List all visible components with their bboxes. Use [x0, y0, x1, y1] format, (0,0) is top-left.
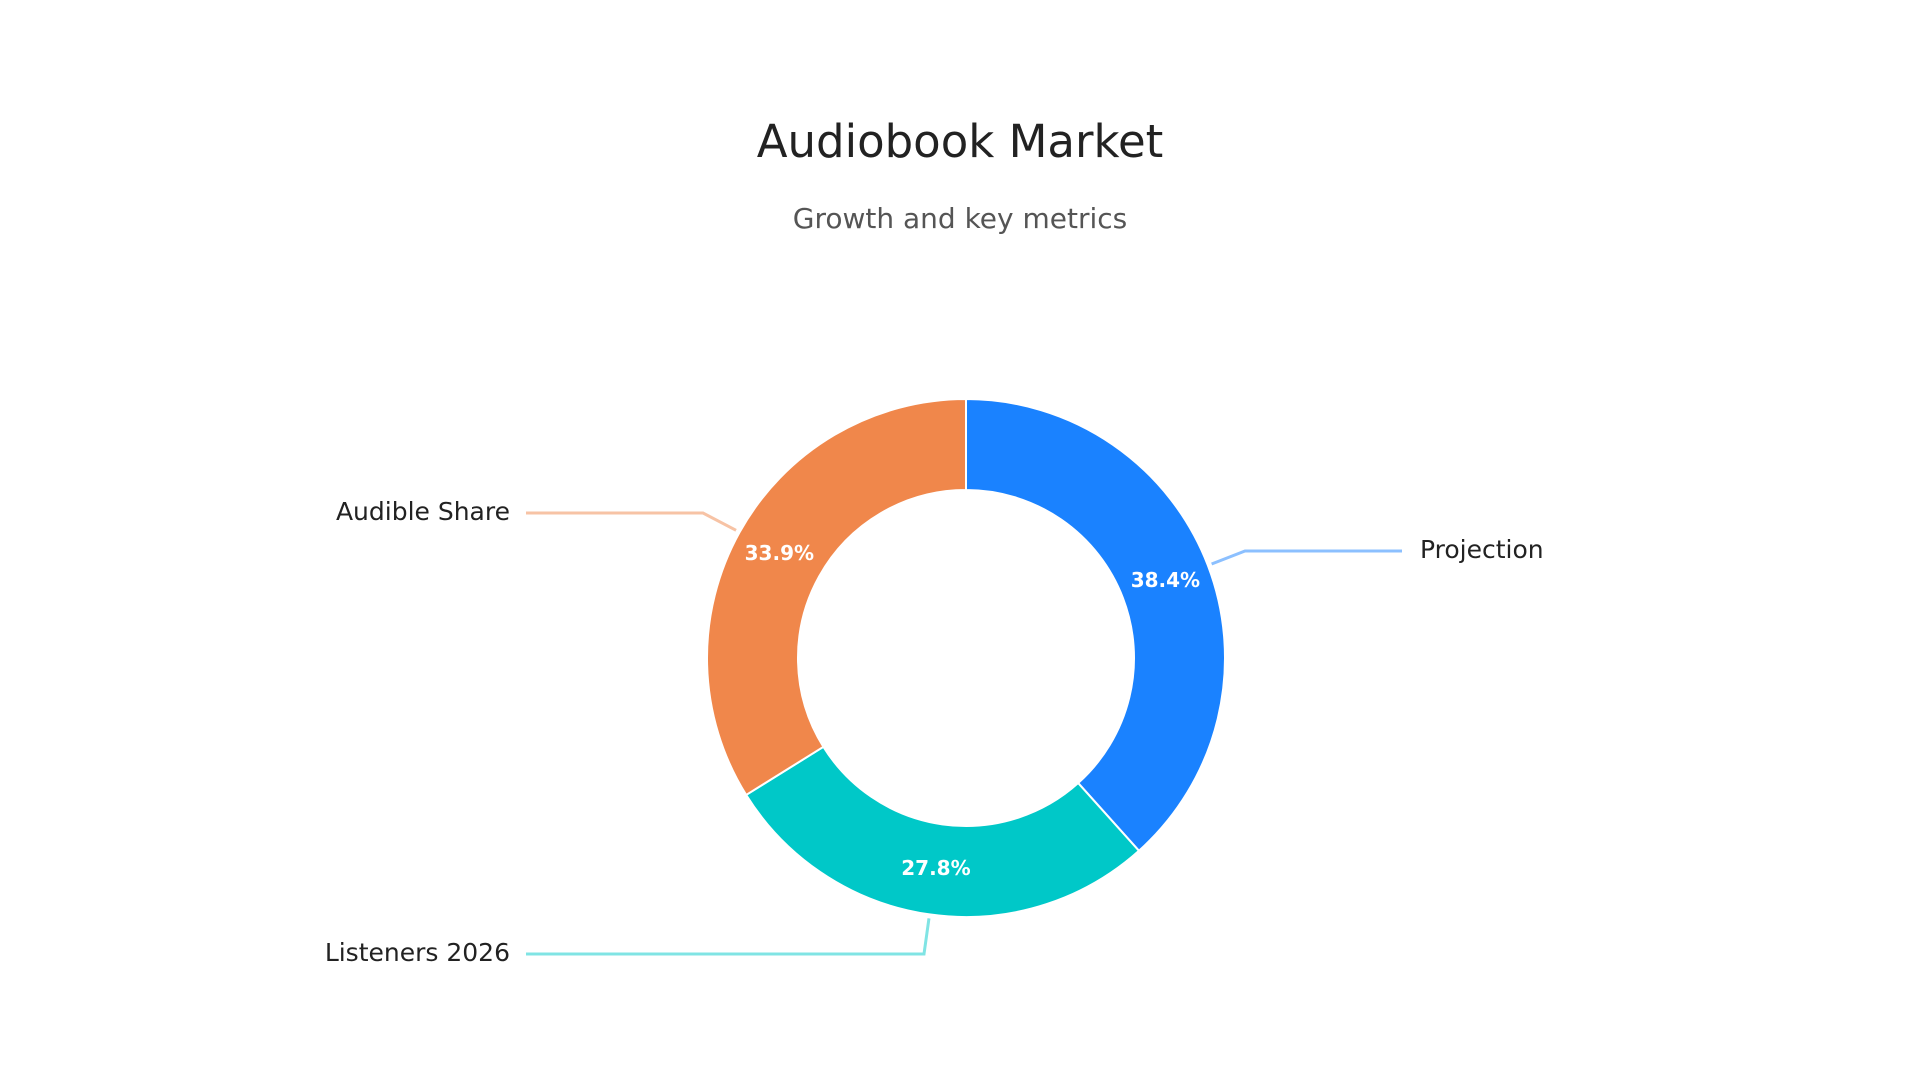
chart-subtitle: Growth and key metrics [792, 202, 1128, 235]
slice-category-label: Projection [1420, 535, 1544, 564]
donut-slice [744, 745, 1141, 918]
donut-slice [706, 397, 967, 797]
slice-category-label: Audible Share [336, 497, 510, 526]
leader-line [526, 511, 737, 532]
leader-line [526, 918, 931, 956]
leader-line [1211, 549, 1402, 566]
slice-value-label: 33.9% [745, 541, 814, 565]
donut-slice [965, 397, 1226, 853]
slice-category-label: Listeners 2026 [325, 938, 510, 967]
slice-value-label: 38.4% [1131, 568, 1200, 592]
slice-value-label: 27.8% [901, 856, 970, 880]
chart-title: Audiobook Market [756, 115, 1164, 168]
